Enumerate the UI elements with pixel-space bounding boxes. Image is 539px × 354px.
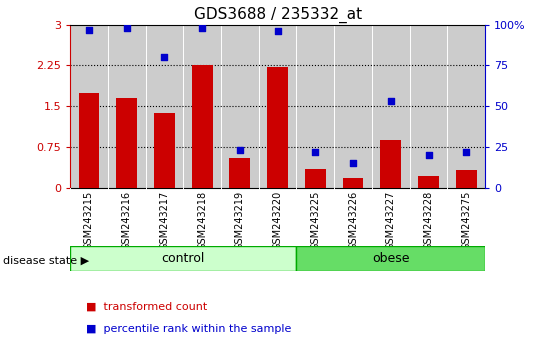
Text: GSM243215: GSM243215	[84, 190, 94, 250]
Bar	[305, 169, 326, 188]
Text: obese: obese	[372, 252, 410, 265]
Text: GSM243219: GSM243219	[235, 190, 245, 250]
Point	[386, 98, 395, 104]
Text: ■  transformed count: ■ transformed count	[86, 301, 208, 311]
Text: GSM243225: GSM243225	[310, 190, 320, 250]
Point	[160, 55, 169, 60]
Point	[424, 152, 433, 158]
Bar	[267, 67, 288, 188]
Text: GSM243275: GSM243275	[461, 190, 471, 250]
Text: GSM243226: GSM243226	[348, 190, 358, 250]
Bar	[116, 98, 137, 188]
Text: GSM243228: GSM243228	[424, 190, 433, 250]
FancyBboxPatch shape	[70, 246, 296, 271]
Text: GSM243217: GSM243217	[160, 190, 169, 250]
Text: disease state ▶: disease state ▶	[3, 256, 89, 266]
Point	[122, 25, 131, 31]
Title: GDS3688 / 235332_at: GDS3688 / 235332_at	[194, 7, 362, 23]
Bar	[418, 176, 439, 188]
Text: GSM243227: GSM243227	[386, 190, 396, 250]
Point	[311, 149, 320, 155]
Bar	[154, 113, 175, 188]
Point	[85, 27, 93, 33]
FancyBboxPatch shape	[296, 246, 485, 271]
Text: ■  percentile rank within the sample: ■ percentile rank within the sample	[86, 324, 292, 334]
Point	[236, 147, 244, 153]
Text: GSM243220: GSM243220	[273, 190, 282, 250]
Text: GSM243218: GSM243218	[197, 190, 207, 250]
Text: control: control	[162, 252, 205, 265]
Bar	[230, 158, 250, 188]
Point	[198, 25, 206, 31]
Point	[462, 149, 471, 155]
Bar	[343, 178, 363, 188]
Point	[349, 160, 357, 166]
Bar	[192, 65, 212, 188]
Bar	[456, 170, 476, 188]
Text: GSM243216: GSM243216	[122, 190, 132, 250]
Point	[273, 28, 282, 34]
Bar	[79, 93, 99, 188]
Bar	[381, 140, 401, 188]
